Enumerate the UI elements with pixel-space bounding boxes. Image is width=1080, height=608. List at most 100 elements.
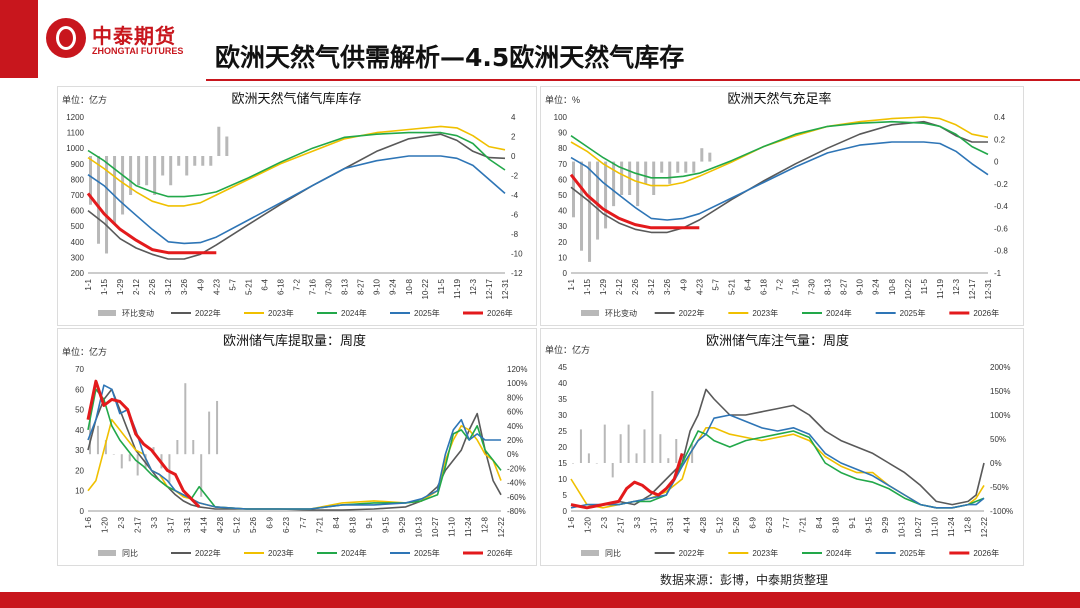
series-line-2023 [570,427,985,509]
legend-label: 2025年 [900,548,926,558]
y2-tick-label: 50% [990,435,1006,444]
bar-mark [200,454,203,497]
y2-tick-label: 2 [511,133,516,142]
bar-mark [153,156,157,195]
y2-tick-label: 0 [994,158,999,167]
y-tick-label: 20 [558,238,567,247]
x-tick-label: 5-7 [711,278,720,290]
x-tick-label: 1-20 [101,516,110,533]
x-tick-label: 3-3 [633,516,642,528]
bar-mark [579,429,582,463]
x-tick-label: 7-16 [309,278,318,295]
x-tick-label: 9-15 [864,516,873,533]
bar-mark [201,156,205,166]
x-tick-label: 1-20 [584,516,593,533]
y-tick-label: 100 [554,113,568,122]
bar-mark [184,383,187,455]
y2-tick-label: -6 [511,211,519,220]
y-tick-label: 800 [71,175,85,184]
bar-mark [604,161,608,229]
x-tick-label: 12-17 [485,278,494,299]
x-tick-label: 12-3 [469,278,478,295]
x-tick-label: 12-31 [501,278,510,299]
bar-mark [635,453,638,463]
x-tick-label: 4-14 [683,516,692,533]
legend-label: 2026年 [487,308,513,318]
chart-title: 欧洲储气库注气量：周度 [706,333,849,348]
y-tick-label: 0 [563,507,568,516]
x-tick-label: 9-24 [872,278,881,295]
x-tick-label: 11-5 [920,278,929,294]
x-tick-label: 9-15 [381,516,390,533]
x-tick-label: 7-2 [776,278,785,290]
x-tick-label: 8-27 [840,278,849,295]
bar-mark [692,161,696,173]
legend-label: 2023年 [752,308,778,318]
legend-label: 2022年 [679,308,705,318]
legend-label: 2023年 [752,548,778,558]
bar-mark [676,161,680,173]
bar-mark [104,440,107,455]
x-tick-label: 4-23 [695,278,704,295]
y-tick-label: 5 [563,491,568,500]
y2-tick-label: -4 [511,191,519,200]
legend-label: 2024年 [341,308,367,318]
x-tick-label: 7-30 [808,278,817,295]
bar-mark [659,434,662,463]
x-tick-label: 7-7 [299,516,308,528]
y2-tick-label: 150% [990,387,1010,396]
y2-tick-label: 200% [990,363,1010,372]
bar-mark [136,454,139,476]
x-tick-label: 6-18 [276,278,285,295]
x-tick-label: 11-24 [947,516,956,536]
bar-mark [700,148,704,162]
bar-mark [668,161,672,184]
bar-mark [105,156,109,254]
y-tick-label: 30 [558,411,567,420]
bar-mark [643,429,646,463]
series-line-2026 [86,192,217,255]
series-line-2024 [570,120,989,179]
bar-mark [185,156,189,176]
y2-tick-label: 0 [511,152,516,161]
x-tick-label: 4-9 [196,278,205,290]
bar-mark [161,156,165,176]
y-tick-label: 35 [558,395,567,404]
bar-mark [603,424,606,463]
page-title: 欧洲天然气供需解析—4.5欧洲天然气库存 [215,43,685,72]
bar-mark [192,440,195,455]
bar-mark [128,454,131,462]
y-tick-label: 200 [71,269,85,278]
y2-tick-label: 120% [507,365,527,374]
series-line-2025 [87,155,506,245]
y-tick-label: 90 [558,129,567,138]
x-tick-label: 10-22 [421,278,430,299]
y2-tick-label: 60% [507,408,523,417]
x-tick-label: 8-13 [824,278,833,295]
x-tick-label: 9-10 [856,278,865,295]
y-tick-label: 30 [75,446,84,455]
y-tick-label: 400 [71,238,85,247]
chart-title: 欧洲储气库提取量：周度 [223,333,366,348]
x-tick-label: 9-29 [398,516,407,533]
x-tick-label: 1-29 [116,278,125,295]
y-tick-label: 1000 [66,144,84,153]
legend-swatch [98,550,116,556]
fill-rate-chart: 欧洲天然气充足率 单位：% 0 10 20 30 40 50 60 70 80 90 100 -1 -0.8… [545,91,1008,318]
bar-mark [620,161,624,195]
x-tick-label: 11-24 [464,516,473,536]
x-tick-label: 3-31 [183,516,192,533]
bar-mark [97,156,101,244]
bar-mark [580,161,584,251]
bar-mark [145,156,149,186]
y2-tick-label: -12 [511,269,523,278]
legend-label: 2026年 [973,548,999,558]
x-tick-label: 8-13 [341,278,350,295]
x-tick-label: 8-18 [831,516,840,533]
x-tick-label: 5-7 [228,278,237,290]
y2-tick-label: 0% [990,459,1002,468]
x-tick-label: 6-4 [260,278,269,290]
y2-tick-label: 80% [507,393,523,402]
x-tick-label: 1-29 [599,278,608,295]
y2-tick-label: 0% [507,450,519,459]
